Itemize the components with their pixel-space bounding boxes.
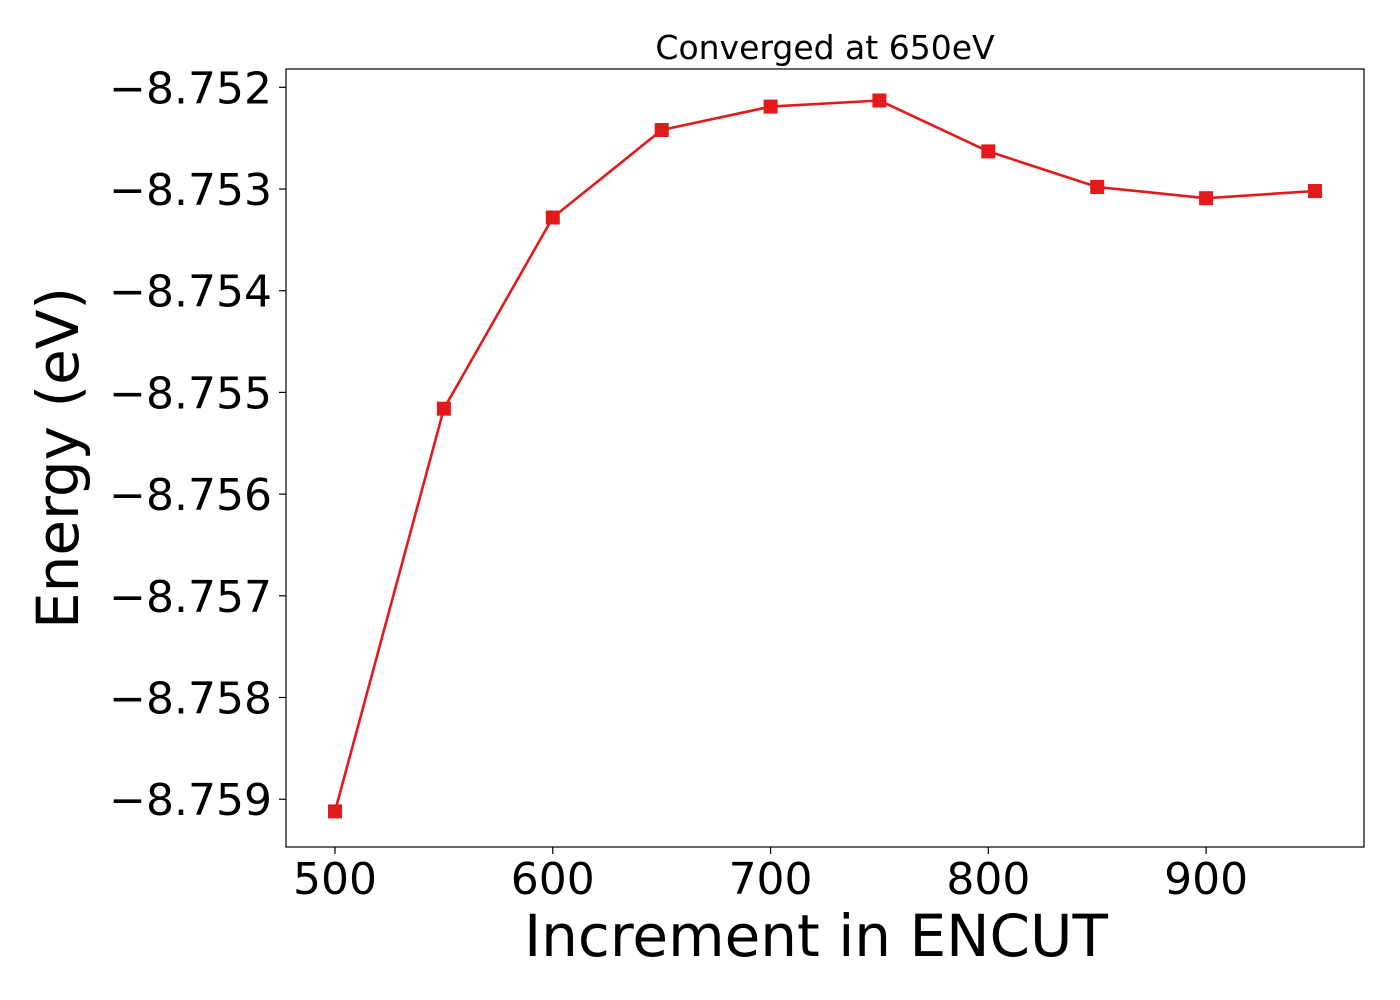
data-point-500: [328, 804, 342, 819]
y-tick-label: −8.756: [109, 470, 272, 521]
data-point-700: [763, 99, 778, 114]
data-point-600: [545, 210, 560, 225]
x-tick-label: 800: [946, 854, 1030, 905]
x-tick-label: 500: [293, 854, 377, 905]
y-axis-ticks: −8.752 −8.753 −8.754 −8.755 −8.756 −8.757 −8.7…: [109, 63, 286, 826]
data-point-850: [1090, 180, 1105, 194]
data-point-650: [654, 123, 669, 137]
data-point-750: [872, 93, 887, 108]
x-tick-label: 600: [511, 854, 595, 905]
x-axis-ticks: 500 600 700 800 900: [293, 847, 1248, 905]
y-axis-title: Energy (eV): [24, 287, 92, 629]
data-point-800: [981, 144, 996, 159]
y-tick-label: −8.755: [109, 368, 272, 419]
x-tick-label: 900: [1164, 854, 1248, 905]
y-tick-label: −8.754: [109, 267, 272, 318]
series-line-layer: [333, 99, 1316, 812]
y-tick-label: −8.758: [109, 674, 272, 725]
data-point-550: [436, 401, 451, 416]
series-line: [333, 99, 1316, 812]
y-tick-label: −8.757: [109, 572, 272, 623]
y-tick-label: −8.759: [109, 775, 272, 826]
x-axis-title: Increment in ENCUT: [524, 902, 1108, 970]
data-point-layer: [328, 93, 1322, 819]
data-point-950: [1308, 184, 1322, 198]
y-tick-label: −8.753: [109, 165, 272, 216]
x-tick-label: 700: [729, 854, 813, 905]
y-tick-label: −8.752: [109, 63, 272, 114]
data-point-900: [1199, 191, 1214, 206]
plot-frame: [285, 68, 1365, 848]
chart-title: Converged at 650eV: [655, 28, 995, 67]
